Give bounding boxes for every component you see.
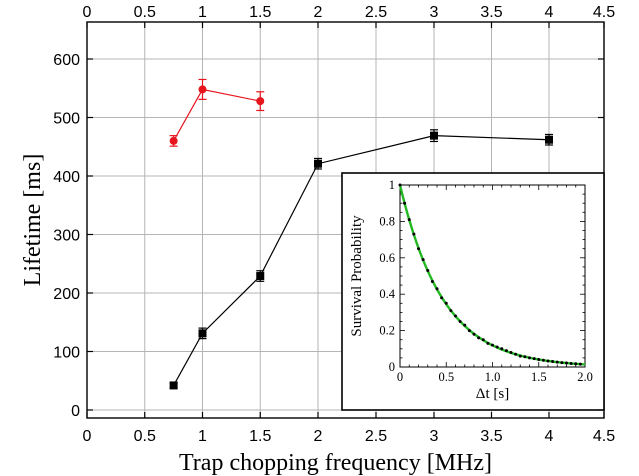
y-tick-label: 200 [53,286,80,303]
inset-data-point [504,349,508,353]
inset-data-point [463,323,467,327]
inset-data-point [551,360,555,364]
inset-x-tick-label: 2.0 [577,370,593,384]
x-tick-label: 0 [83,428,92,445]
inset-data-point [440,296,444,300]
inset-data-point [417,247,420,251]
data-point [256,97,265,106]
series-line [173,135,550,386]
x-tick-label: 3 [430,428,439,445]
data-point [430,131,438,140]
y-tick-label: 400 [53,169,80,186]
top-x-tick-label: 2.5 [365,4,387,21]
inset-data-point [454,314,457,318]
y-tick-label: 100 [53,345,80,362]
top-x-tick-label: 4.5 [593,4,615,21]
inset-x-tick-label: 0 [397,370,403,384]
top-x-tick-label: 2 [314,4,323,21]
x-tick-label: 2.5 [365,428,387,445]
inset-y-tick-label: 0.2 [379,324,395,338]
inset-data-point [546,359,550,363]
inset-x-tick-label: 0.5 [438,370,454,384]
x-tick-label: 1.5 [249,428,271,445]
top-x-tick-label: 3.5 [480,4,502,21]
inset-data-point [569,362,573,366]
inset-data-point [486,341,490,345]
inset-y-axis-title: Survival Probability [349,215,365,337]
data-point [545,135,553,144]
inset-data-point [523,355,527,359]
inset-data-point [495,345,499,349]
inset-y-tick-label: 1 [389,178,395,192]
inset-data-point [491,343,494,347]
inset-data-point [555,360,559,364]
inset-plot: 0 0.5 1.0 1.5 2.0 0 0.2 0.4 0.6 0.8 1 Δt [s] Surviva… [341,172,605,411]
inset-x-axis-title: Δt [s] [476,386,509,402]
data-point [198,329,207,338]
inset-data-point [477,336,481,340]
top-x-tick-label: 0.5 [134,4,156,21]
inset-x-tick-label: 1.0 [485,370,501,384]
inset-data-point [467,329,471,333]
inset-data-point [565,361,568,365]
inset-data-point [541,358,545,362]
inset-data-point [578,362,582,366]
inset-data-point [481,338,485,342]
top-x-tick-label: 4 [545,4,554,21]
inset-box [341,172,605,411]
data-point [198,85,207,94]
inset-data-point [528,356,531,360]
inset-data-point [430,279,434,283]
inset-data-point [560,361,564,365]
inset-data-point [518,354,522,358]
x-tick-label: 2 [314,428,323,445]
data-point [169,381,178,390]
x-tick-label: 1 [198,428,207,445]
y-tick-label: 300 [53,228,80,245]
inset-data-point [574,362,578,366]
inset-data-point [500,347,504,351]
inset-y-tick-label: 0.6 [379,251,395,265]
inset-data-point [509,350,513,354]
top-x-tick-label: 0 [83,4,92,21]
series-line [173,88,261,142]
x-tick-label: 0.5 [134,428,156,445]
data-point [256,272,265,281]
y-tick-label: 500 [53,111,80,128]
inset-data-point [449,309,453,313]
inset-data-point [407,218,411,222]
y-axis-title: Lifetime [ms] [20,154,46,287]
inset-data-point [537,358,541,362]
x-tick-label: 4 [545,428,554,445]
inset-data-point [532,357,536,361]
inset-data-point [435,287,439,291]
inset-data-point [398,183,402,187]
inset-y-tick-label: 0.8 [379,214,395,228]
top-x-tick-label: 1.5 [249,4,271,21]
inset-data-point [444,301,448,305]
data-point [314,159,322,168]
inset-y-tick-label: 0 [389,360,395,374]
inset-data-point [458,320,462,323]
x-tick-label: 4.5 [593,428,615,445]
inset-data-point [514,352,518,356]
inset-data-point [412,232,416,236]
inset-x-tick-label: 1.5 [531,370,547,384]
top-x-tick-label: 3 [430,4,439,21]
data-point [169,136,178,145]
inset-y-tick-label: 0.4 [379,287,395,301]
y-tick-label: 600 [53,52,80,69]
inset-data-point [421,258,425,262]
inset-data-point [426,269,430,273]
inset-data-point [472,332,476,336]
inset-data-point [403,201,407,205]
top-x-tick-label: 1 [198,4,207,21]
x-tick-label: 3.5 [480,428,502,445]
y-tick-label: 0 [71,403,80,420]
x-axis-title: Trap chopping frequency [MHz] [179,450,492,476]
